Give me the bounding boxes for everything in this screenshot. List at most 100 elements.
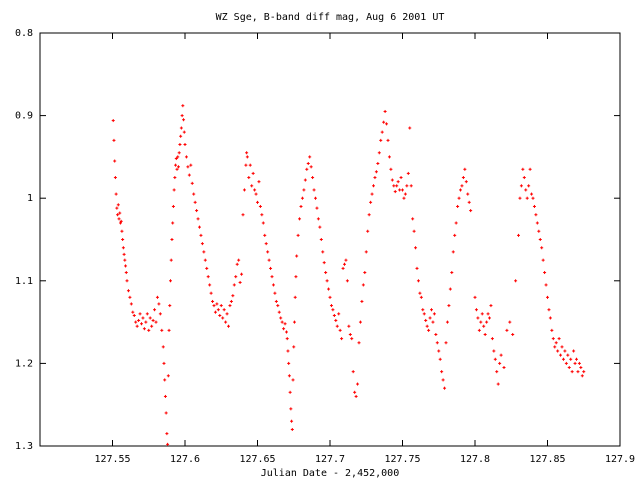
data-point xyxy=(250,184,254,188)
data-point xyxy=(170,238,174,241)
data-point xyxy=(443,386,447,390)
data-point xyxy=(576,370,580,374)
data-point xyxy=(172,188,176,192)
x-axis-label: Julian Date - 2,452,000 xyxy=(261,468,399,479)
data-point xyxy=(445,320,449,324)
data-point xyxy=(564,361,568,365)
data-point xyxy=(543,271,547,275)
data-points xyxy=(111,104,586,446)
data-point xyxy=(290,419,294,423)
data-point xyxy=(113,176,117,180)
y-axis: 0.8 0.9 1 1.1 1.2 1.3 xyxy=(15,28,620,452)
data-point xyxy=(315,206,319,210)
chart-title: WZ Sge, B-band diff mag, Aug 6 2001 UT xyxy=(216,12,445,23)
data-point xyxy=(357,341,361,345)
data-point xyxy=(253,188,257,192)
data-point xyxy=(231,294,235,298)
data-point xyxy=(261,221,265,225)
data-point xyxy=(430,308,433,312)
data-point xyxy=(264,242,268,246)
data-point xyxy=(153,308,157,312)
data-point xyxy=(569,357,573,361)
data-point xyxy=(492,349,496,353)
data-point xyxy=(266,250,270,254)
data-point xyxy=(232,283,236,287)
data-point xyxy=(166,374,170,378)
data-point xyxy=(321,250,325,254)
data-point xyxy=(151,318,155,322)
data-point xyxy=(179,134,183,138)
data-point xyxy=(575,357,578,361)
data-point xyxy=(414,246,418,250)
data-point xyxy=(283,322,287,326)
data-point xyxy=(116,213,120,217)
y-tick-label: 0.8 xyxy=(15,28,33,39)
data-point xyxy=(142,327,146,331)
data-point xyxy=(164,411,168,415)
data-point xyxy=(498,361,502,365)
data-point xyxy=(116,203,120,207)
data-point xyxy=(318,225,322,229)
data-point xyxy=(488,316,491,320)
data-point xyxy=(314,196,317,200)
y-tick-label: 1.1 xyxy=(15,276,33,287)
data-point xyxy=(309,165,313,169)
data-point xyxy=(376,162,380,166)
data-point xyxy=(311,176,315,180)
data-point xyxy=(182,130,186,134)
data-point xyxy=(290,427,294,431)
data-point xyxy=(260,213,264,217)
data-point xyxy=(524,188,528,192)
data-point xyxy=(577,361,581,365)
data-point xyxy=(486,312,490,316)
data-point xyxy=(208,283,212,287)
data-point xyxy=(340,337,344,341)
data-point xyxy=(123,258,127,262)
data-point xyxy=(392,184,396,188)
data-point xyxy=(358,320,362,324)
data-point xyxy=(525,196,529,200)
data-point xyxy=(351,370,355,374)
data-point xyxy=(432,312,436,316)
data-point xyxy=(444,341,448,345)
data-point xyxy=(193,200,197,204)
data-point xyxy=(499,353,503,357)
data-point xyxy=(186,165,190,169)
data-point xyxy=(182,118,186,122)
data-point xyxy=(224,320,228,324)
data-point xyxy=(171,204,175,208)
data-point xyxy=(395,184,399,188)
data-point xyxy=(573,361,577,365)
data-point xyxy=(463,167,467,171)
data-point xyxy=(247,176,251,180)
data-point xyxy=(256,200,259,204)
data-point xyxy=(206,275,210,279)
data-point xyxy=(148,316,152,320)
data-point xyxy=(229,299,233,303)
data-point xyxy=(195,209,199,213)
data-point xyxy=(169,279,172,283)
y-tick-label: 1 xyxy=(27,193,33,204)
data-point xyxy=(580,374,584,378)
data-point xyxy=(459,188,462,192)
data-point xyxy=(356,382,360,386)
x-tick-label: 127.6 xyxy=(170,454,200,465)
data-point xyxy=(216,308,220,312)
data-point xyxy=(300,196,304,200)
data-point xyxy=(476,316,480,320)
data-point xyxy=(551,337,555,341)
data-point xyxy=(121,246,125,250)
data-point xyxy=(521,167,525,171)
data-point xyxy=(296,233,300,237)
data-point xyxy=(299,204,303,208)
data-point xyxy=(350,337,354,341)
data-point xyxy=(117,217,121,221)
data-point xyxy=(522,176,526,180)
data-point xyxy=(396,180,400,184)
data-point xyxy=(121,238,125,241)
data-point xyxy=(405,184,409,188)
data-point xyxy=(374,170,378,174)
data-point xyxy=(179,126,183,130)
data-point xyxy=(114,192,118,196)
data-point xyxy=(393,190,397,194)
